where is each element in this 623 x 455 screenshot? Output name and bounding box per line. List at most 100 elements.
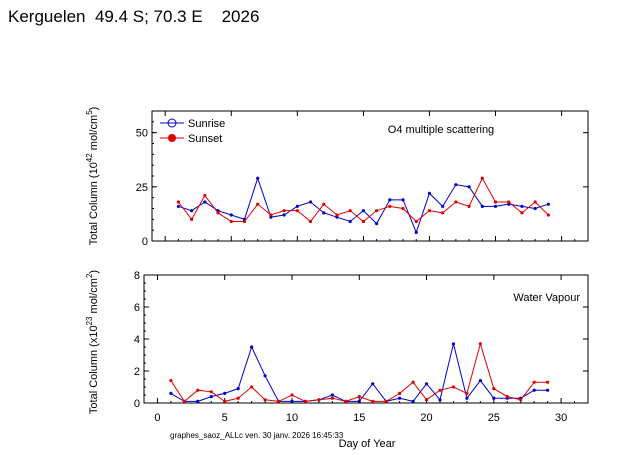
sunrise-point	[546, 202, 550, 206]
sunset-point	[532, 380, 536, 384]
sunrise-point	[424, 382, 429, 386]
sunset-point	[451, 385, 456, 389]
sunset-point	[317, 398, 321, 402]
sunset-point	[357, 395, 361, 399]
sunset-point	[330, 396, 334, 400]
sunrise-point	[169, 391, 173, 395]
x-tick-label: 0	[154, 412, 160, 424]
sunset-line	[178, 177, 549, 223]
y-axis-title-part: mol/cm	[88, 115, 100, 154]
sunset-point	[256, 202, 260, 206]
sunset-point	[335, 213, 339, 217]
sunrise-point	[546, 388, 550, 392]
sunset-point	[411, 380, 415, 384]
y-tick-label: 50	[136, 128, 148, 140]
sunrise-point	[532, 388, 536, 392]
sunrise-point	[348, 219, 352, 224]
sunset-point	[190, 217, 194, 221]
sunrise-point	[414, 230, 418, 234]
y-tick-label: 8	[134, 270, 140, 282]
sunset-point	[250, 385, 254, 389]
panel-annotation: Water Vapour	[513, 292, 580, 304]
sunrise-point	[308, 200, 313, 204]
sunset-point	[388, 204, 392, 208]
sunrise-point	[441, 204, 445, 208]
sunrise-line	[170, 343, 548, 402]
x-tick-label: 25	[488, 412, 500, 424]
sunrise-point	[375, 222, 379, 226]
y-axis-title-part: 23	[85, 316, 94, 325]
sunset-point	[282, 209, 286, 213]
sunrise-point	[520, 204, 524, 208]
sunset-point	[414, 219, 418, 224]
y-tick-label: 6	[134, 302, 140, 314]
footer-timestamp: graphes_saoz_ALLc ven. 30 janv. 2026 16:…	[170, 431, 344, 440]
sunset-point	[467, 204, 471, 208]
sunrise-point	[492, 396, 496, 400]
chart-panel-2: 0 5 10 15 20 25 30 0 2 4 6 8 Total Column (x1023 mol…	[85, 270, 589, 450]
sunset-point	[196, 388, 200, 392]
sunset-point	[478, 342, 482, 346]
sunrise-point	[190, 209, 194, 213]
sunset-point	[371, 399, 375, 403]
sunrise-point	[196, 399, 200, 403]
sunrise-point	[467, 185, 471, 189]
sunrise-point	[282, 213, 286, 217]
y-axis-title-part: 2	[85, 273, 94, 278]
sunset-point	[505, 395, 509, 399]
sunrise-point	[388, 198, 392, 202]
sunrise-point	[371, 382, 375, 386]
sunset-point	[375, 209, 379, 213]
legend-marker-open-circle	[167, 118, 177, 128]
y-axis-title-part: )	[88, 270, 100, 274]
plot-frame	[151, 110, 589, 242]
sunset-point	[236, 396, 240, 400]
sunrise-point	[295, 204, 299, 208]
y-axis-title-part: 5	[85, 110, 94, 115]
y-axis-title-part: mol/cm	[88, 278, 100, 317]
sunset-point	[209, 390, 213, 394]
y-tick-label: 4	[134, 334, 140, 346]
sunrise-line	[178, 176, 549, 234]
sunrise-point	[480, 204, 484, 208]
sunset-point	[263, 398, 267, 402]
sunrise-point	[229, 213, 233, 217]
sunset-point	[441, 211, 445, 215]
legend-marker-filled-circle	[168, 134, 176, 142]
sunrise-point	[176, 204, 181, 208]
sunset-point	[295, 209, 299, 213]
sunset-point	[242, 219, 247, 224]
sunset-point	[398, 391, 402, 395]
y-axis-title-part: Total Column (10	[88, 162, 100, 245]
sunset-point	[182, 399, 186, 403]
legend-label: Sunset	[188, 133, 222, 145]
sunrise-point	[236, 387, 240, 391]
x-tick-label: 15	[353, 412, 365, 424]
sunset-point	[492, 387, 496, 391]
legend-entry-sunrise: Sunrise	[160, 118, 225, 130]
sunset-point	[519, 398, 523, 402]
sunset-point	[401, 206, 405, 211]
sunset-point	[216, 211, 220, 215]
y-axis-title-part: )	[88, 107, 100, 111]
sunset-point	[223, 399, 227, 403]
sunset-point	[520, 211, 524, 215]
sunrise-point	[478, 379, 482, 383]
sunset-point	[269, 213, 273, 217]
x-axis-title: Day of Year	[339, 438, 396, 450]
sunrise-point	[361, 209, 365, 213]
legend-entry-sunset: Sunset	[160, 133, 222, 145]
y-tick-label: 0	[142, 236, 148, 248]
sunset-point	[203, 193, 207, 198]
sunrise-point	[427, 191, 432, 195]
y-axis-title-part: 42	[85, 153, 94, 162]
sunrise-point	[533, 206, 537, 211]
sunset-point	[507, 200, 511, 204]
sunrise-point	[203, 200, 207, 204]
sunset-point	[361, 219, 365, 224]
sunset-point	[303, 399, 308, 403]
sunrise-point	[357, 399, 361, 403]
sunset-point	[493, 200, 498, 204]
sunset-point	[454, 200, 458, 204]
